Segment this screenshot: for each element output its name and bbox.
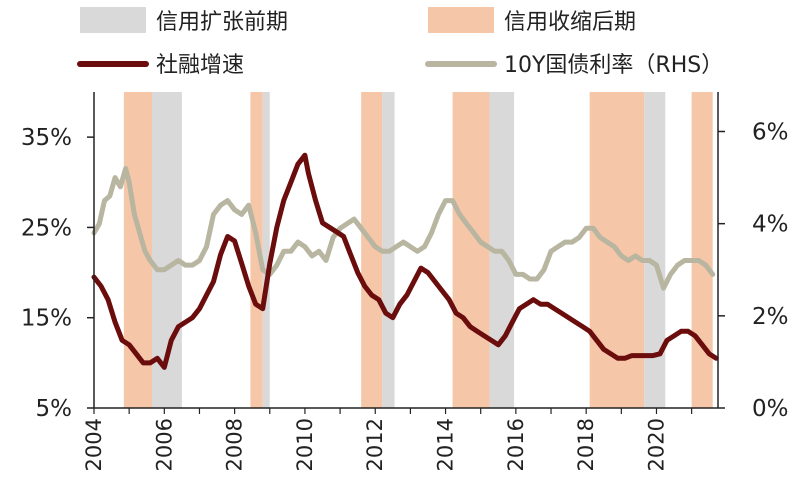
shaded-periods: [123, 92, 713, 408]
shade-contraction-6: [452, 92, 490, 408]
legend-label-contraction: 信用收缩后期: [504, 10, 636, 35]
axes: 5% 15% 25% 35% 0% 2% 4% 6% 2004 2006 2008 2010 2012 2…: [21, 92, 789, 471]
y-left-tick-label: 25%: [21, 215, 72, 241]
x-tick-label: 2012: [363, 418, 387, 471]
shade-contraction-4: [361, 92, 383, 408]
y-right-tick-label: 4%: [752, 212, 789, 238]
shade-expansion-9: [644, 92, 666, 408]
y-right-tick-label: 2%: [752, 304, 789, 330]
bond-yield-line: [91, 165, 716, 291]
y-right-tick-label: 0%: [752, 396, 789, 422]
shade-expansion-3: [262, 92, 270, 408]
shade-contraction-10: [691, 92, 713, 408]
y-left-tick-label: 5%: [36, 396, 73, 422]
x-tick-label: 2020: [644, 418, 668, 471]
series-tsf-growth: [91, 152, 719, 370]
x-tick-label: 2014: [434, 418, 458, 471]
x-tick-label: 2018: [574, 418, 598, 471]
legend-label-expansion: 信用扩张前期: [156, 10, 288, 35]
x-tick-label: 2016: [504, 418, 528, 471]
legend: 信用扩张前期 信用收缩后期 社融增速 10Y国债利率（RHS）: [77, 7, 723, 78]
legend-swatch-contraction: [428, 7, 494, 33]
legend-swatch-expansion: [80, 7, 146, 33]
y-left-tick-label: 15%: [21, 306, 72, 332]
series-bond-yield: [91, 165, 716, 291]
legend-label-bond: 10Y国债利率（RHS）: [504, 53, 723, 78]
x-tick-label: 2008: [223, 418, 247, 471]
tsf-growth-line: [91, 152, 719, 370]
x-tick-label: 2006: [152, 418, 176, 471]
y-right-tick-label: 6%: [752, 119, 789, 145]
legend-label-tsf: 社融增速: [156, 53, 244, 78]
y-left-tick-label: 35%: [21, 125, 72, 151]
x-tick-label: 2004: [82, 418, 106, 471]
x-tick-label: 2010: [293, 418, 317, 471]
